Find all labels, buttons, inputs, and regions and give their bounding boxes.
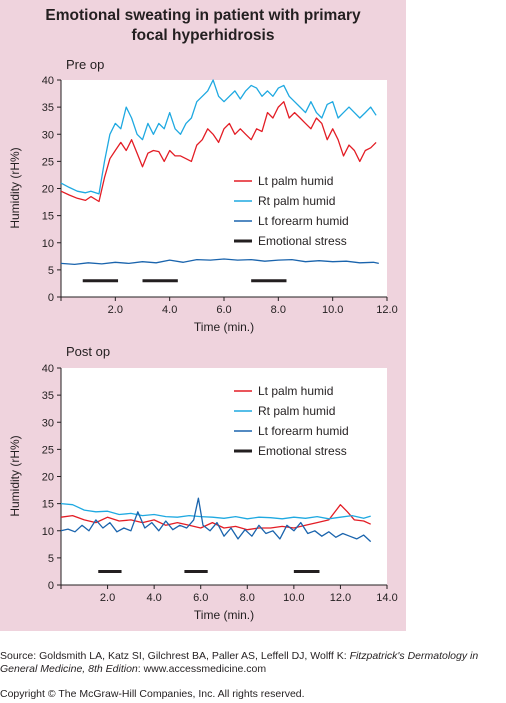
x-axis-label: Time (min.) — [194, 608, 254, 622]
x-tick-label: 2.0 — [108, 304, 123, 316]
y-tick-label: 5 — [48, 265, 54, 277]
series-line-lt-forearm-humid — [60, 497, 372, 543]
legend-label: Rt palm humid — [258, 194, 335, 208]
chart-panel-1: 0 5 10 15 20 25 30 35 40 2.0 4.0 6.0 8.0 10.0 12.0 Time… — [8, 57, 398, 334]
legend-label: Lt forearm humid — [258, 424, 349, 438]
source-suffix: : www.accessmedicine.com — [137, 663, 267, 675]
y-tick-label: 35 — [42, 390, 54, 402]
y-tick-label: 25 — [42, 444, 54, 456]
y-tick-label: 20 — [42, 184, 54, 196]
x-tick-label: 8.0 — [240, 592, 255, 604]
copyright-notice: Copyright © The McGraw-Hill Companies, I… — [0, 688, 305, 700]
source-book-title: Fitzpatrick's Dermatology in General Med… — [0, 650, 479, 675]
y-tick-label: 0 — [48, 580, 54, 592]
plot-area — [61, 368, 387, 585]
y-tick-label: 15 — [42, 499, 54, 511]
y-tick-label: 0 — [48, 292, 54, 304]
x-tick-label: 14.0 — [376, 592, 397, 604]
chart-canvas: 0 5 10 15 20 25 30 35 40 2.0 4.0 6.0 8.0 10.0 12.0 Time… — [8, 57, 398, 622]
y-axis-label: Humidity (rH%) — [8, 147, 22, 228]
x-tick-label: 2.0 — [100, 592, 115, 604]
x-tick-label: 10.0 — [283, 592, 304, 604]
y-tick-label: 5 — [48, 553, 54, 565]
y-tick-label: 15 — [42, 211, 54, 223]
source-citation: Source: Goldsmith LA, Katz SI, Gilchrest… — [0, 650, 506, 676]
legend-label: Emotional stress — [258, 444, 347, 458]
panel-label: Post op — [66, 344, 110, 359]
legend-label: Lt palm humid — [258, 384, 333, 398]
y-tick-label: 30 — [42, 417, 54, 429]
chart-panel-2: 0 5 10 15 20 25 30 35 40 2.0 4.0 6.0 8.0 10.0 12.0 14.0… — [8, 344, 398, 622]
x-axis-label: Time (min.) — [194, 320, 254, 334]
y-tick-label: 10 — [42, 238, 54, 250]
series-line-lt-forearm-humid — [60, 258, 379, 266]
title-line-2: focal hyperhidrosis — [131, 27, 275, 44]
source-prefix: Source: Goldsmith LA, Katz SI, Gilchrest… — [0, 650, 350, 662]
x-tick-label: 12.0 — [376, 304, 397, 316]
series-line-lt-palm-humid — [60, 504, 371, 531]
y-tick-label: 25 — [42, 156, 54, 168]
x-tick-label: 10.0 — [322, 304, 343, 316]
series-line-rt-palm-humid — [60, 79, 377, 195]
title-line-1: Emotional sweating in patient with prima… — [45, 7, 361, 24]
legend-label: Rt palm humid — [258, 404, 335, 418]
x-tick-label: 6.0 — [216, 304, 231, 316]
x-tick-label: 8.0 — [271, 304, 286, 316]
x-tick-label: 12.0 — [330, 592, 351, 604]
y-tick-label: 40 — [42, 363, 54, 375]
panel-label: Pre op — [66, 57, 104, 72]
legend-label: Emotional stress — [258, 234, 347, 248]
legend-label: Lt forearm humid — [258, 214, 349, 228]
y-tick-label: 40 — [42, 75, 54, 87]
series-line-rt-palm-humid — [60, 502, 371, 520]
y-tick-label: 30 — [42, 129, 54, 141]
legend-label: Lt palm humid — [258, 174, 333, 188]
plot-area — [61, 80, 387, 297]
x-tick-label: 6.0 — [193, 592, 208, 604]
x-tick-label: 4.0 — [146, 592, 161, 604]
y-tick-label: 35 — [42, 102, 54, 114]
y-tick-label: 20 — [42, 472, 54, 484]
series-line-lt-palm-humid — [60, 101, 377, 203]
figure-title: Emotional sweating in patient with prima… — [0, 6, 406, 46]
y-axis-label: Humidity (rH%) — [8, 435, 22, 516]
x-tick-label: 4.0 — [162, 304, 177, 316]
y-tick-label: 10 — [42, 526, 54, 538]
